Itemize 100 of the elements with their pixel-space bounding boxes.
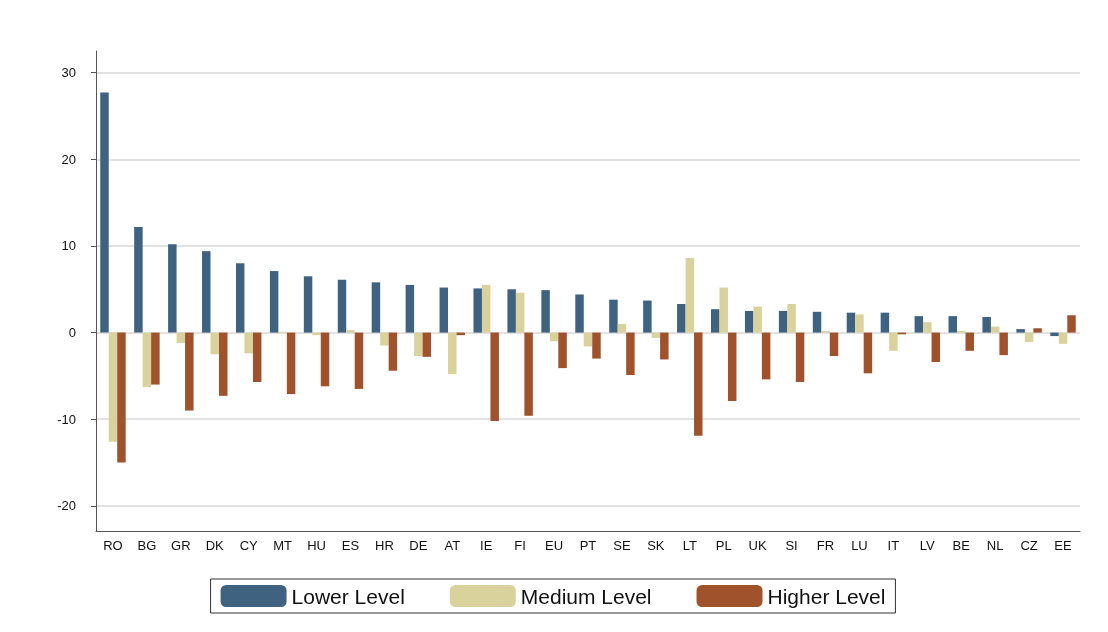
bar [651, 332, 661, 338]
legend-label: Lower Level [291, 584, 405, 608]
bar [185, 332, 194, 411]
x-tick-label: EE [1054, 538, 1073, 553]
bar [286, 332, 296, 395]
bar [617, 323, 627, 333]
bar [863, 332, 873, 374]
bar [846, 312, 856, 333]
bar [744, 310, 754, 333]
bar [880, 312, 890, 333]
bar [439, 287, 449, 333]
bar [320, 332, 330, 387]
bar [778, 310, 788, 333]
bar [176, 332, 186, 343]
x-tick-label: AT [444, 538, 461, 553]
bar [685, 258, 695, 333]
bar [388, 332, 398, 371]
x-tick-label: IT [887, 538, 900, 553]
bar [1033, 328, 1042, 333]
bar [168, 244, 177, 333]
x-tick-label: SI [785, 538, 798, 553]
bar [252, 332, 262, 382]
bar [346, 329, 355, 333]
bar [990, 326, 1000, 333]
x-tick-label: FI [514, 538, 526, 553]
bar [948, 316, 957, 333]
x-tick-label: GR [171, 538, 191, 553]
x-tick-label: RO [103, 538, 123, 553]
bar [812, 311, 822, 333]
bar [999, 332, 1008, 356]
bar [524, 332, 533, 416]
y-tick-label: 0 [68, 325, 76, 341]
x-tick-label: NL [986, 538, 1004, 553]
x-tick-label: BE [952, 538, 971, 553]
y-tick-label: 20 [61, 151, 76, 167]
x-tick-label: LU [851, 538, 868, 553]
bar [422, 332, 432, 357]
x-tick-label: EU [545, 538, 564, 553]
bar [677, 304, 686, 333]
bar [371, 282, 381, 333]
x-tick-label: DK [205, 538, 225, 553]
bar [1058, 332, 1068, 344]
bar [643, 300, 652, 333]
x-tick-label: ES [341, 538, 360, 553]
bar [889, 332, 898, 351]
bar [965, 332, 974, 351]
x-tick-label: SE [613, 538, 631, 553]
y-tick-label: -10 [57, 411, 76, 427]
bar [337, 279, 347, 333]
bar [855, 314, 864, 333]
bar [719, 287, 728, 333]
bar [490, 332, 499, 421]
bar [235, 263, 245, 333]
bar [100, 92, 109, 333]
bar [380, 332, 389, 346]
bar [660, 332, 669, 360]
bar [473, 288, 482, 333]
bar [151, 332, 160, 385]
x-tick-label: SK [647, 538, 665, 553]
bar [414, 332, 423, 356]
legend-label: Higher Level [767, 584, 886, 608]
x-tick-label: BG [137, 538, 157, 553]
bar [354, 332, 364, 389]
bar [202, 251, 211, 333]
bar [592, 332, 601, 359]
x-tick-label: UK [748, 538, 768, 553]
x-tick-label: FR [816, 538, 835, 553]
bar [626, 332, 635, 376]
bar [541, 290, 550, 333]
y-tick-label: 10 [61, 238, 76, 254]
bar [117, 332, 126, 463]
x-tick-label: PT [579, 538, 597, 553]
bar [244, 332, 253, 354]
x-tick-label: CY [239, 538, 259, 553]
y-tick-label: -20 [57, 498, 76, 514]
bar [914, 316, 924, 333]
bar [931, 332, 941, 363]
bar [219, 332, 228, 396]
bar [609, 299, 618, 333]
bar [787, 304, 796, 333]
bar [142, 332, 152, 388]
bar [405, 284, 415, 333]
bar [711, 309, 720, 333]
bar [982, 316, 991, 333]
bar [515, 292, 525, 333]
bar [1050, 332, 1059, 337]
bar [210, 332, 219, 355]
bar [761, 332, 771, 380]
legend-label: Medium Level [520, 584, 652, 608]
x-tick-label: IE [480, 538, 493, 553]
bar [1016, 329, 1025, 333]
x-tick-label: HR [375, 538, 394, 553]
bar [727, 332, 737, 402]
bar [558, 332, 567, 369]
y-tick-label: 30 [61, 65, 76, 81]
bar [795, 332, 805, 382]
bar [481, 284, 491, 333]
bar [575, 294, 584, 333]
bar [134, 226, 143, 333]
x-tick-label: MT [273, 538, 293, 553]
